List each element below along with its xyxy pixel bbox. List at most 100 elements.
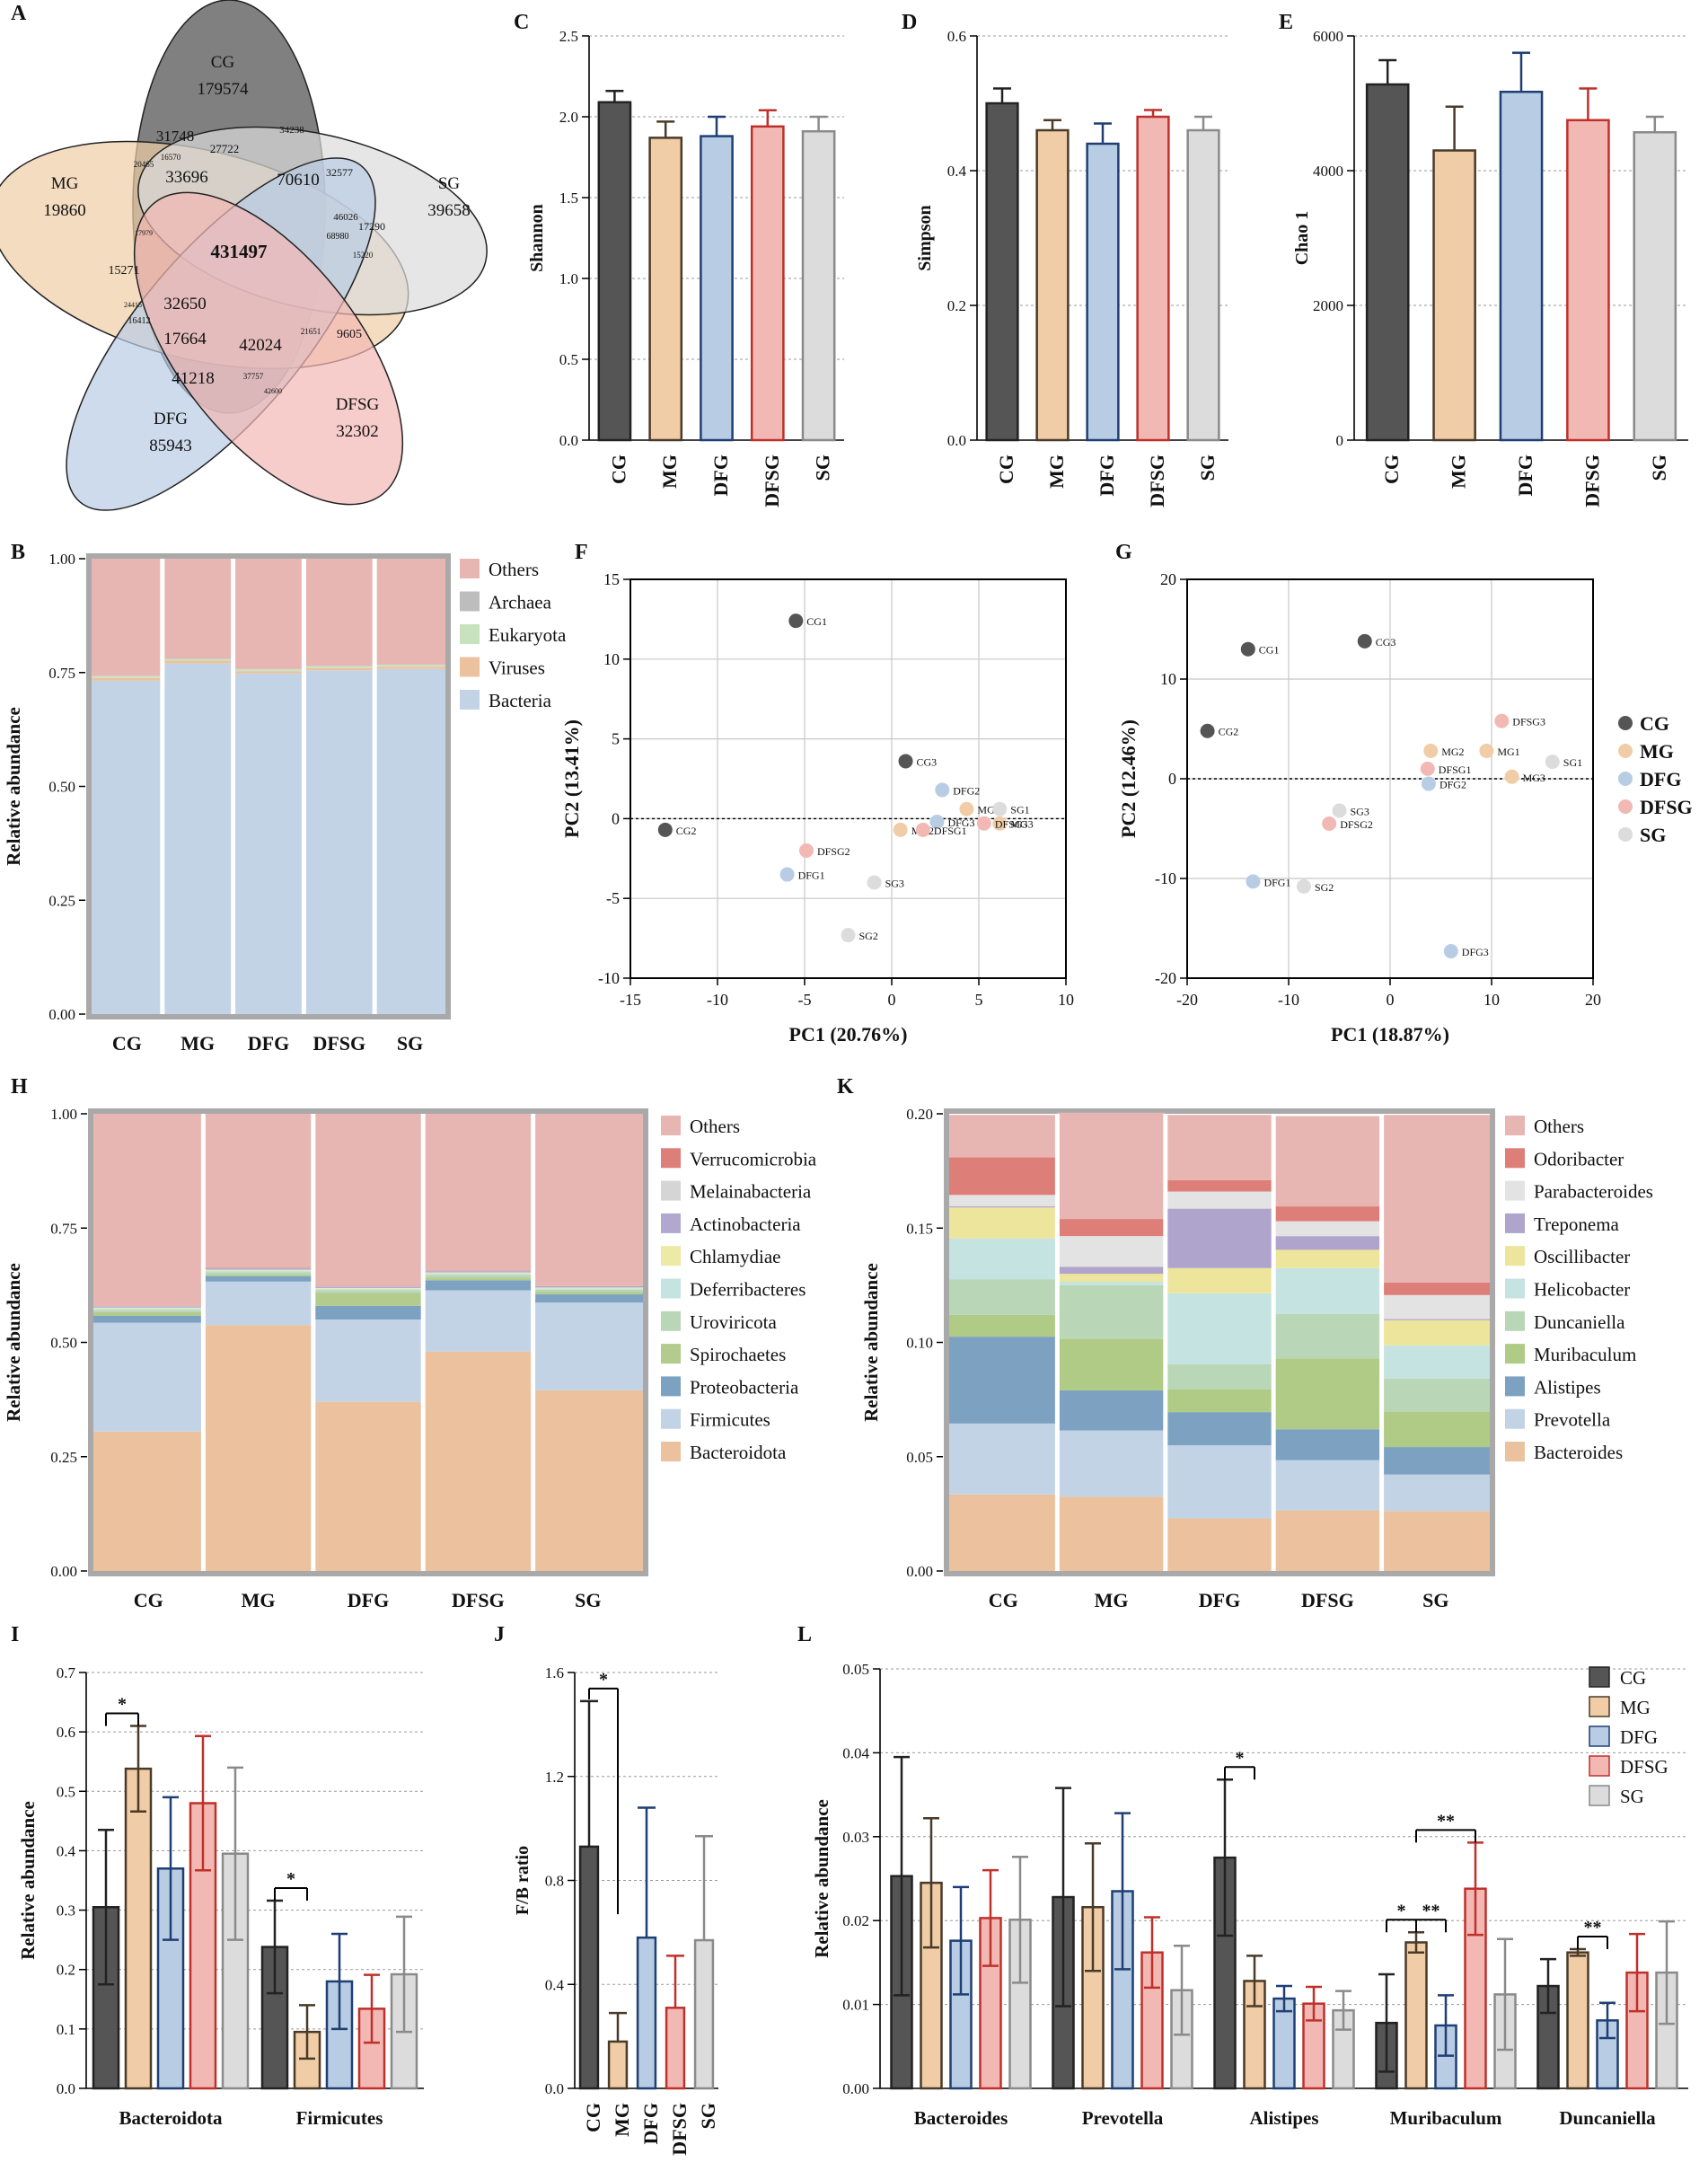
- y-tick-label: 0.50: [50, 1335, 77, 1352]
- legend-label-Chlamydiae: Chlamydiae: [690, 1246, 780, 1267]
- legend-label-Oscillibacter: Oscillibacter: [1534, 1246, 1630, 1267]
- legend-label-DFG: DFG: [1620, 1726, 1658, 1748]
- x-tick-label-DFSG: DFSG: [761, 454, 783, 507]
- bar-chart-C: 0.0 0.5 1.0 1.5 2.0 2.5 Shannon CG MG DFG DFSG SG: [527, 28, 844, 507]
- stack-segment-Proteobacteria: [203, 1275, 313, 1282]
- data-point-DFG1: [779, 867, 795, 882]
- point-label-SG1: SG1: [1010, 804, 1029, 816]
- legend-label-Uroviricota: Uroviricota: [690, 1311, 777, 1333]
- stack-segment-Bacteroides: [1381, 1511, 1490, 1571]
- stack-segment-Treponema: [1057, 1266, 1166, 1275]
- sig-star: *: [1397, 1901, 1406, 1920]
- point-label-SG3: SG3: [1351, 806, 1369, 818]
- stack-segment-Treponema: [1381, 1319, 1490, 1320]
- venn-overlap-count: 15220: [353, 251, 374, 260]
- y-tick-label: 2.5: [559, 28, 578, 45]
- bar-CG: [578, 1845, 600, 2090]
- sig-star: **: [1437, 1811, 1455, 1831]
- stack-segment-Deferribacteres: [203, 1270, 313, 1273]
- legend-label-Eukaryota: Eukaryota: [489, 624, 567, 646]
- stack-segment-Parabacteroides: [1273, 1221, 1382, 1237]
- legend-swatch-Bacteroidota: [661, 1442, 681, 1461]
- point-label-CG1: CG1: [806, 615, 827, 628]
- stack-segment-Muribaculum: [1381, 1411, 1490, 1448]
- data-point-SG2: [1296, 878, 1311, 894]
- stack-segment-Others: [1165, 1115, 1274, 1180]
- stack-segment-Bacteroides: [1165, 1518, 1274, 1571]
- y-tick-label: 1.00: [48, 551, 75, 568]
- bar-CG: [1365, 83, 1410, 442]
- y-tick-label: 4000: [1313, 163, 1343, 180]
- legend-label-Actinobacteria: Actinobacteria: [690, 1213, 801, 1235]
- data-point-MG3: [992, 816, 1008, 831]
- y-tick-label: -20: [1155, 969, 1176, 987]
- legend-label-Duncaniella: Duncaniella: [1534, 1311, 1625, 1333]
- stack-segment-Firmicutes: [423, 1290, 533, 1352]
- bar-MG: [1432, 149, 1476, 442]
- x-tick-label-DFSG: DFSG: [1146, 454, 1168, 507]
- data-point-DFG3: [929, 814, 945, 829]
- bar-DFG: [1086, 142, 1120, 442]
- sig-star: *: [1236, 1748, 1245, 1768]
- venn-set-label-DFG: DFG: [154, 410, 188, 428]
- y-tick-label: 0.4: [947, 163, 967, 180]
- sig-star: *: [599, 1670, 608, 1690]
- scatter-chart-G: -20 -10 0 10 20 -20 -10 0 10 20 PC1 (18.87%) PC2 (1…: [1117, 570, 1693, 1046]
- stack-segment-Bacteroides: [949, 1494, 1058, 1571]
- stack-segment-Parabacteroides: [949, 1195, 1058, 1207]
- stack-segment-Duncaniella: [949, 1279, 1058, 1315]
- x-tick-label: -5: [798, 991, 812, 1009]
- x-tick-label-MG: MG: [1448, 454, 1470, 489]
- venn-overlap-count: 27722: [210, 142, 240, 155]
- stack-segment-Firmicutes: [93, 1322, 204, 1432]
- venn-set-unique-SG: 39658: [427, 201, 471, 220]
- point-label-MG3: MG3: [1010, 818, 1033, 831]
- bar-SG: [1186, 128, 1220, 442]
- point-label-MG2: MG2: [1441, 746, 1464, 758]
- venn-overlap-count: 16570: [161, 153, 181, 162]
- stack-segment-Melainabacteria: [533, 1285, 643, 1286]
- legend-marker-DFG: [1618, 772, 1633, 786]
- point-label-SG1: SG1: [1563, 756, 1582, 769]
- y-tick-label: 10: [603, 650, 620, 668]
- y-tick-label: 0.02: [842, 1912, 869, 1929]
- y-tick-label: 0.25: [50, 1449, 77, 1466]
- y-tick-label: 0.1: [57, 2021, 75, 2038]
- data-point-DFSG3: [1494, 713, 1510, 728]
- stack-segment-Actinobacteria: [93, 1306, 204, 1308]
- legend-swatch-Others: [661, 1116, 681, 1135]
- y-tick-label: 0.25: [48, 892, 75, 909]
- stack-segment-Alistipes: [1165, 1412, 1274, 1446]
- legend-label-Melainabacteria: Melainabacteria: [690, 1181, 812, 1203]
- stack-segment-Others: [1273, 1116, 1382, 1207]
- point-label-DFSG3: DFSG3: [995, 818, 1028, 831]
- y-tick-label: 0: [1336, 432, 1344, 449]
- legend-marker-DFSG: [1618, 799, 1633, 814]
- y-axis-label: Relative abundance: [3, 1263, 24, 1422]
- y-tick-label: 0.0: [947, 432, 966, 449]
- point-label-SG2: SG2: [1315, 881, 1334, 894]
- y-tick-label: 20: [1160, 570, 1176, 588]
- legend-swatch-Melainabacteria: [661, 1180, 681, 1201]
- x-tick-label-DFG: DFG: [1096, 454, 1118, 496]
- y-tick-label: 1.00: [50, 1106, 77, 1123]
- panel-letter-J: J: [494, 1623, 505, 1646]
- legend-label-Odoribacter: Odoribacter: [1534, 1148, 1624, 1169]
- stack-segment-Uroviricota: [313, 1290, 424, 1293]
- legend-label-Bacteroides: Bacteroides: [1534, 1442, 1623, 1463]
- legend-label-Parabacteroides: Parabacteroides: [1534, 1181, 1653, 1203]
- y-axis-label: PC2 (13.41%): [560, 719, 583, 838]
- stack-segment-Prevotella: [1381, 1474, 1490, 1512]
- point-label-DFSG1: DFSG1: [934, 825, 967, 837]
- data-point-CG3: [1357, 633, 1372, 649]
- plot-frame: [944, 1108, 1495, 1576]
- panel-letter-L: L: [797, 1623, 812, 1646]
- point-label-DFSG1: DFSG1: [1439, 763, 1472, 776]
- venn-overlap-count: 41218: [172, 369, 215, 388]
- legend-swatch-Oscillibacter: [1505, 1246, 1525, 1266]
- stack-segment-Others: [374, 559, 445, 665]
- venn-set-unique-DFG: 85943: [149, 437, 192, 455]
- venn-set-unique-MG: 19860: [43, 201, 86, 220]
- stack-segment-Verrucomicrobia: [423, 1270, 533, 1271]
- data-point-SG2: [841, 928, 856, 943]
